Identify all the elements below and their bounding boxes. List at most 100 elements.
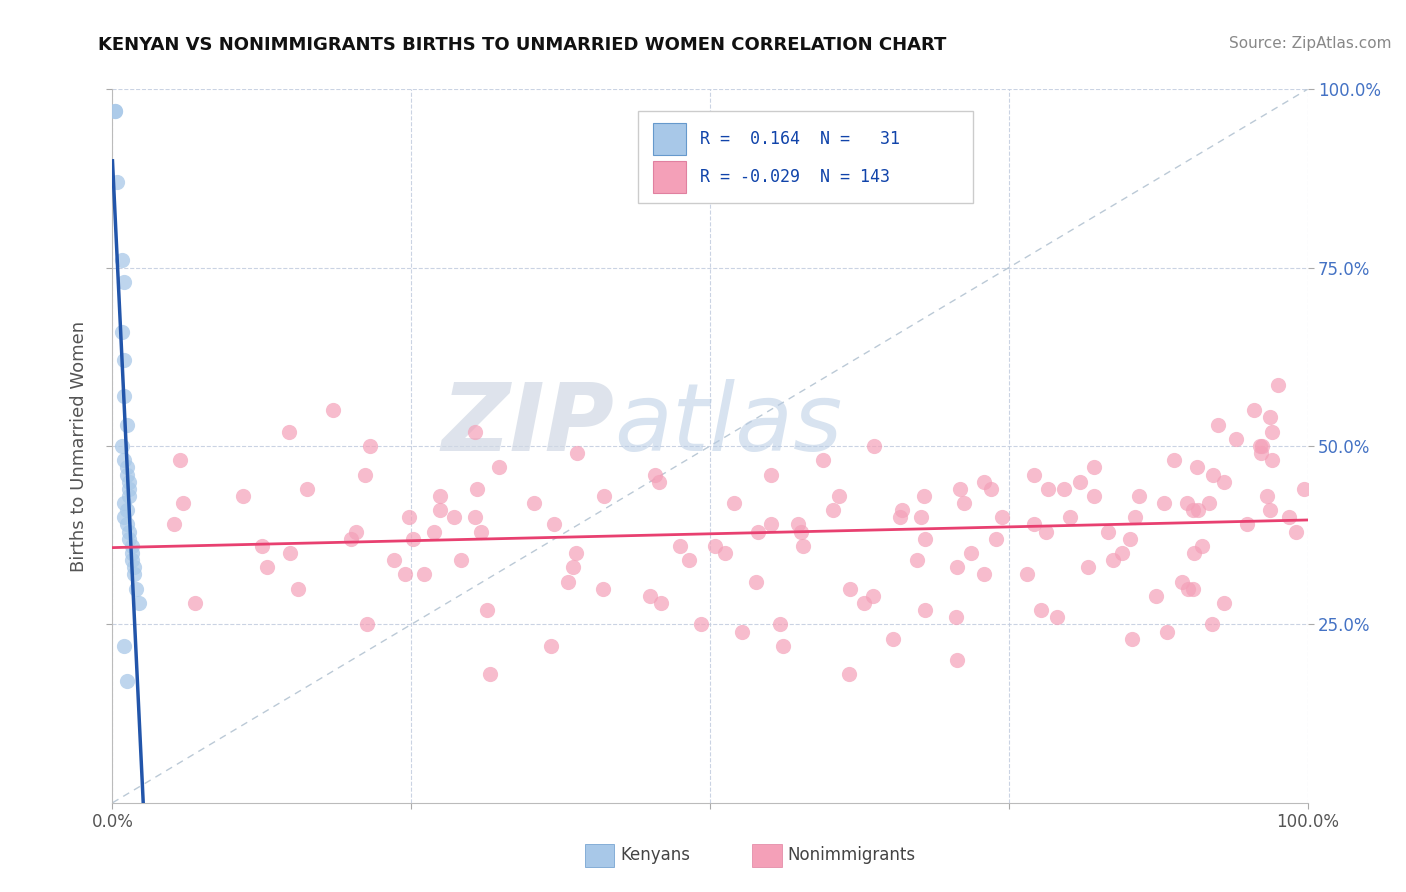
Point <box>914 532 936 546</box>
Point <box>1123 510 1146 524</box>
Point <box>761 517 783 532</box>
Point <box>1206 417 1229 432</box>
Point <box>1171 574 1194 589</box>
Point <box>745 574 768 589</box>
FancyBboxPatch shape <box>638 111 973 203</box>
Point <box>1182 546 1205 560</box>
Point <box>772 639 794 653</box>
Point <box>114 353 135 368</box>
Y-axis label: Births to Unmarried Women: Births to Unmarried Women <box>70 320 89 572</box>
Point <box>863 439 886 453</box>
Point <box>118 482 141 496</box>
Point <box>111 325 134 339</box>
Point <box>467 482 489 496</box>
Point <box>1156 624 1178 639</box>
Point <box>1243 403 1265 417</box>
Point <box>128 596 150 610</box>
Point <box>1029 603 1052 617</box>
Point <box>114 510 135 524</box>
Point <box>792 539 814 553</box>
Point <box>322 403 344 417</box>
Point <box>1119 532 1142 546</box>
Point <box>1250 446 1272 460</box>
Point <box>565 446 588 460</box>
Point <box>114 275 135 289</box>
Point <box>723 496 745 510</box>
Point <box>1256 489 1278 503</box>
Point <box>121 553 143 567</box>
Point <box>104 103 127 118</box>
Point <box>122 567 145 582</box>
Point <box>382 553 405 567</box>
Point <box>1267 378 1289 392</box>
Point <box>464 510 486 524</box>
Point <box>703 539 725 553</box>
Point <box>412 567 434 582</box>
Point <box>169 453 191 467</box>
Point <box>1077 560 1099 574</box>
Point <box>429 503 451 517</box>
Point <box>115 503 138 517</box>
Point <box>1261 425 1284 439</box>
Point <box>402 532 425 546</box>
Point <box>118 475 141 489</box>
Point <box>105 175 128 189</box>
Point <box>1201 617 1223 632</box>
Text: ZIP: ZIP <box>441 378 614 471</box>
Text: KENYAN VS NONIMMIGRANTS BIRTHS TO UNMARRIED WOMEN CORRELATION CHART: KENYAN VS NONIMMIGRANTS BIRTHS TO UNMARR… <box>98 36 946 54</box>
Point <box>115 674 138 689</box>
Point <box>344 524 367 539</box>
Point <box>1202 467 1225 482</box>
Point <box>443 510 465 524</box>
Point <box>990 510 1012 524</box>
Point <box>114 496 135 510</box>
Text: R = -0.029  N = 143: R = -0.029 N = 143 <box>700 168 890 186</box>
Point <box>111 439 134 453</box>
Point <box>644 467 666 482</box>
Text: Nonimmigrants: Nonimmigrants <box>787 846 915 863</box>
Point <box>593 489 616 503</box>
Point <box>475 603 498 617</box>
Point <box>821 503 844 517</box>
Point <box>115 460 138 475</box>
Point <box>354 467 377 482</box>
Point <box>1251 439 1274 453</box>
Point <box>1175 496 1198 510</box>
Point <box>121 539 143 553</box>
Point <box>394 567 416 582</box>
Point <box>121 546 143 560</box>
Point <box>980 482 1002 496</box>
Point <box>769 617 792 632</box>
Point <box>1260 410 1282 425</box>
Point <box>359 439 381 453</box>
Point <box>450 553 472 567</box>
Point <box>960 546 983 560</box>
Point <box>592 582 614 596</box>
Point <box>853 596 876 610</box>
Point <box>1097 524 1119 539</box>
Point <box>946 560 969 574</box>
Point <box>118 524 141 539</box>
Point <box>910 510 932 524</box>
Point <box>122 560 145 574</box>
Point <box>423 524 446 539</box>
Point <box>1225 432 1247 446</box>
Point <box>973 475 995 489</box>
Point <box>747 524 769 539</box>
Point <box>953 496 976 510</box>
Point <box>232 489 254 503</box>
Point <box>111 253 134 268</box>
Point <box>523 496 546 510</box>
Point <box>678 553 700 567</box>
Point <box>668 539 690 553</box>
Point <box>1187 460 1209 475</box>
Point <box>647 475 669 489</box>
Point <box>949 482 972 496</box>
Point <box>1249 439 1271 453</box>
Point <box>862 589 884 603</box>
Point <box>256 560 278 574</box>
Point <box>463 425 485 439</box>
Point <box>1236 517 1258 532</box>
Point <box>297 482 319 496</box>
Bar <box>585 844 614 867</box>
